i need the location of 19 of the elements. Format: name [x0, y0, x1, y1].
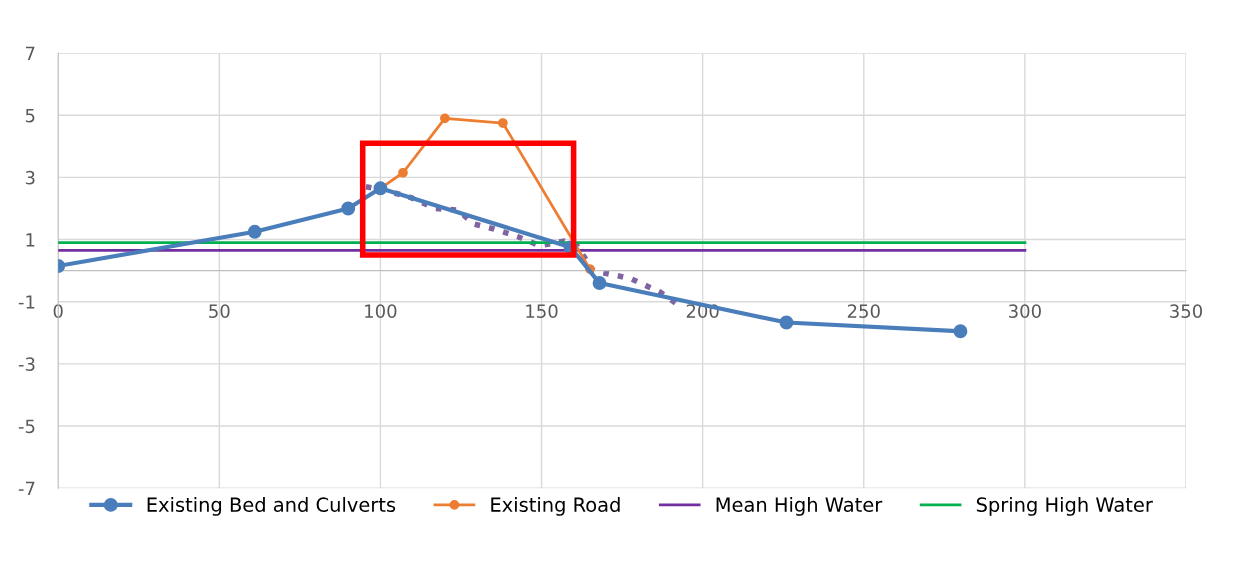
- y-tick-label: 3: [25, 170, 35, 185]
- x-tick-label: 150: [526, 304, 558, 318]
- legend-label: Existing Road: [491, 496, 620, 516]
- y-tick-label: 5: [25, 108, 35, 123]
- x-tick-label: 100: [365, 304, 397, 318]
- x-tick-label: 300: [1009, 304, 1041, 318]
- y-tick-label: -3: [18, 357, 35, 371]
- x-tick-label: 250: [847, 304, 880, 318]
- x-tick-label: 50: [209, 304, 230, 318]
- y-tick-label: -5: [18, 419, 35, 434]
- legend-label: Mean High Water: [716, 496, 883, 516]
- x-tick-label: 350: [1170, 304, 1203, 318]
- legend-label: Spring High Water: [976, 496, 1153, 516]
- y-tick-label: -1: [18, 295, 35, 309]
- x-tick-label: 0: [53, 304, 63, 318]
- legend-label: Existing Bed and Culverts: [147, 496, 396, 516]
- y-tick-label: -7: [18, 481, 35, 496]
- y-tick-label: 7: [25, 46, 35, 60]
- y-tick-label: 1: [26, 233, 35, 247]
